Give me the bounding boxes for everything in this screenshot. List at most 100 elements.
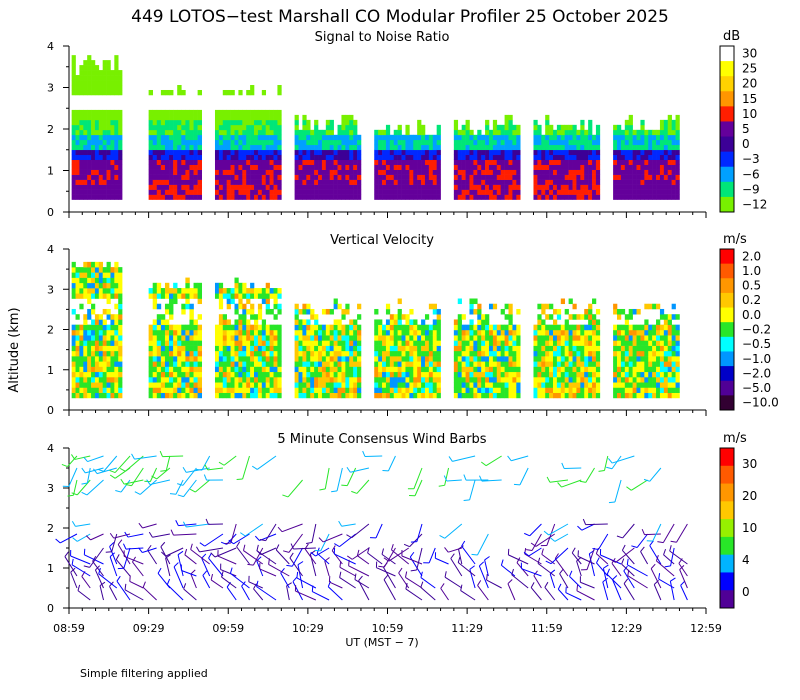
velocity-cell (648, 392, 653, 399)
velocity-cell (504, 356, 509, 362)
velocity-cell (321, 382, 327, 388)
snr-cell (580, 149, 585, 156)
velocity-cell (87, 371, 92, 378)
snr-cell (83, 194, 88, 200)
snr-cell (469, 149, 474, 156)
snr-cell (102, 174, 107, 180)
snr-cell (632, 164, 637, 170)
snr-cell (382, 129, 387, 136)
snr-cell (79, 109, 84, 116)
snr-cell (102, 139, 107, 146)
snr-cell (302, 159, 307, 165)
wind-barb (664, 547, 675, 568)
snr-cell (71, 184, 76, 190)
snr-cell (349, 154, 354, 161)
snr-cell (648, 134, 653, 141)
snr-cell (636, 144, 641, 151)
snr-cell (79, 114, 84, 121)
velocity-cell (453, 340, 459, 346)
snr-cell (218, 184, 224, 190)
velocity-cell (294, 319, 299, 325)
velocity-cell (436, 366, 441, 373)
velocity-cell (541, 340, 546, 346)
snr-cell (545, 169, 550, 175)
snr-cell (357, 184, 362, 190)
velocity-cell (106, 261, 111, 268)
velocity-cell (246, 308, 251, 315)
snr-cell (114, 109, 119, 116)
snr-cell (177, 129, 182, 136)
snr-cell (91, 169, 96, 175)
snr-cell (481, 179, 486, 185)
velocity-cell (152, 340, 158, 346)
snr-cell (91, 119, 96, 126)
snr-cell (160, 119, 166, 126)
snr-cell (428, 179, 434, 185)
velocity-cell (218, 282, 224, 289)
snr-cell (148, 144, 154, 151)
snr-cell (83, 80, 88, 86)
snr-cell (91, 184, 96, 190)
velocity-cell (118, 303, 123, 310)
snr-cell (508, 159, 513, 165)
snr-cell (277, 109, 282, 116)
snr-cell (652, 194, 657, 200)
snr-cell (250, 179, 255, 185)
wind-barb (471, 533, 489, 556)
snr-cell (465, 129, 470, 136)
velocity-cell (424, 392, 430, 399)
snr-cell (222, 139, 227, 146)
snr-cell (453, 184, 459, 190)
velocity-cell (624, 356, 630, 362)
x-tick-label: 08:59 (53, 622, 85, 635)
velocity-cell (636, 366, 641, 373)
velocity-cell (492, 371, 498, 378)
wind-barb (511, 568, 529, 589)
snr-cell (485, 164, 490, 170)
snr-cell (617, 169, 622, 175)
velocity-cell (640, 356, 645, 362)
velocity-cell (667, 356, 672, 362)
snr-cell (173, 184, 178, 190)
velocity-cell (393, 329, 398, 336)
snr-cell (667, 194, 672, 200)
velocity-cell (321, 345, 327, 352)
snr-cell (496, 189, 501, 195)
wind-barb (339, 571, 356, 589)
snr-cell (576, 149, 581, 156)
filter-note: Simple filtering applied (80, 667, 208, 680)
velocity-cell (417, 361, 422, 367)
velocity-cell (592, 361, 597, 367)
velocity-cell (246, 361, 251, 367)
snr-cell (98, 159, 103, 165)
velocity-cell (218, 314, 224, 320)
snr-cell (230, 194, 235, 200)
velocity-cell (568, 335, 573, 341)
velocity-cell (152, 361, 158, 367)
snr-cell (75, 75, 80, 81)
wind-barb (434, 552, 449, 565)
velocity-cell (353, 335, 358, 341)
snr-cell (152, 159, 158, 165)
velocity-cell (318, 382, 323, 388)
wind-barb (338, 520, 356, 527)
snr-cell (508, 139, 513, 146)
snr-cell (675, 169, 680, 175)
velocity-cell (397, 356, 402, 362)
y-tick-label: 4 (47, 442, 54, 455)
snr-cell (667, 129, 672, 136)
velocity-cell (572, 371, 577, 378)
velocity-cell (230, 361, 235, 367)
snr-cell (659, 194, 665, 200)
snr-cell (265, 164, 270, 170)
colorbar-swatch (720, 76, 734, 92)
velocity-cell (242, 376, 247, 383)
snr-cell (469, 169, 474, 175)
snr-cell (71, 60, 76, 66)
velocity-cell (173, 376, 178, 383)
snr-cell (560, 124, 566, 131)
velocity-cell (644, 382, 649, 388)
snr-cell (269, 139, 274, 146)
snr-cell (488, 189, 494, 195)
snr-cell (273, 109, 278, 116)
